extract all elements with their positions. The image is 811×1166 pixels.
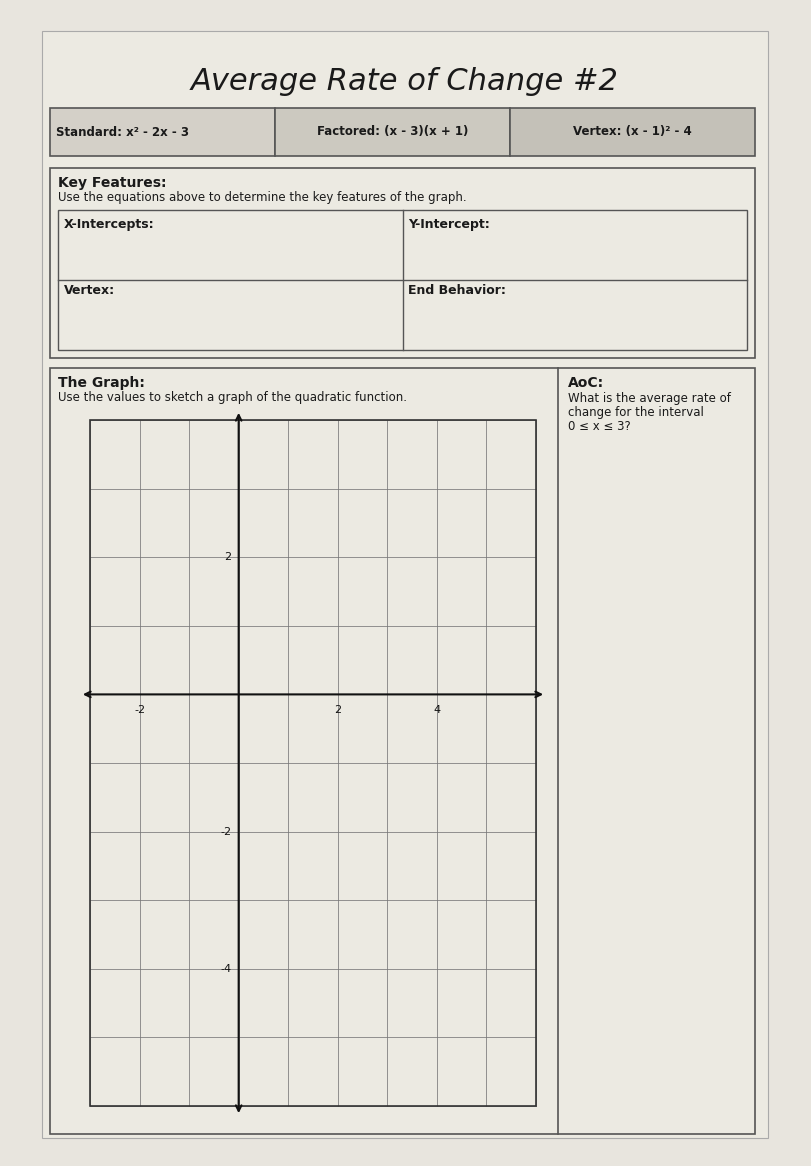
Text: 0 ≤ x ≤ 3?: 0 ≤ x ≤ 3? [568, 420, 631, 433]
Text: 4: 4 [433, 705, 440, 716]
Text: Use the various forms of a quadratic (shown below) to answer the questions.: Use the various forms of a quadratic (sh… [55, 118, 510, 131]
Text: Average Rate of Change #2: Average Rate of Change #2 [191, 66, 619, 96]
Bar [50, 368, 755, 1135]
Bar [50, 108, 275, 156]
Bar [275, 108, 510, 156]
Bar [50, 168, 755, 358]
Text: AoC:: AoC: [568, 375, 604, 389]
Text: Y-Intercept:: Y-Intercept: [409, 218, 491, 231]
Text: Standard: x² - 2x - 3: Standard: x² - 2x - 3 [56, 126, 189, 139]
Bar [58, 210, 747, 350]
Bar [42, 31, 768, 1138]
Text: -4: -4 [221, 964, 232, 974]
Text: Factored: (x - 3)(x + 1): Factored: (x - 3)(x + 1) [317, 126, 468, 139]
Bar [90, 420, 536, 1107]
Text: What is the average rate of: What is the average rate of [568, 392, 731, 405]
Text: End Behavior:: End Behavior: [409, 285, 506, 297]
Text: Use the values to sketch a graph of the quadratic function.: Use the values to sketch a graph of the … [58, 391, 407, 403]
Text: 2: 2 [334, 705, 341, 716]
Text: -2: -2 [221, 827, 232, 836]
Text: Use the equations above to determine the key features of the graph.: Use the equations above to determine the… [58, 191, 466, 204]
Text: 2: 2 [225, 553, 232, 562]
Text: X-Intercepts:: X-Intercepts: [64, 218, 155, 231]
Text: The Graph:: The Graph: [58, 375, 145, 389]
Text: Key Features:: Key Features: [58, 176, 166, 190]
Text: Vertex:: Vertex: [64, 285, 115, 297]
Text: -2: -2 [134, 705, 145, 716]
Text: change for the interval: change for the interval [568, 406, 704, 419]
Bar [510, 108, 755, 156]
Text: Vertex: (x - 1)² - 4: Vertex: (x - 1)² - 4 [573, 126, 692, 139]
